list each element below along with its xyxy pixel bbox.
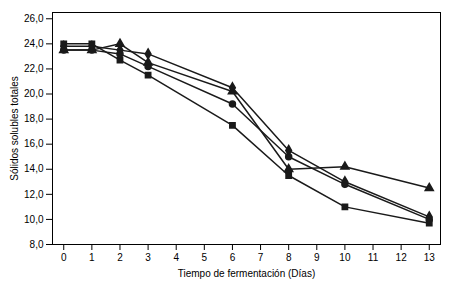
svg-text:10: 10 (339, 252, 351, 263)
svg-text:22,0: 22,0 (24, 63, 44, 74)
svg-text:5: 5 (202, 252, 208, 263)
svg-text:16,0: 16,0 (24, 138, 44, 149)
svg-text:6: 6 (230, 252, 236, 263)
svg-text:7: 7 (258, 252, 264, 263)
svg-text:0: 0 (61, 252, 67, 263)
svg-text:13: 13 (424, 252, 436, 263)
svg-text:26,0: 26,0 (24, 13, 44, 24)
svg-text:8,0: 8,0 (30, 239, 44, 250)
svg-text:1: 1 (89, 252, 95, 263)
svg-text:Tiempo de fermentación (Días): Tiempo de fermentación (Días) (178, 268, 315, 279)
svg-text:14,0: 14,0 (24, 163, 44, 174)
svg-text:11: 11 (368, 252, 379, 263)
svg-text:9: 9 (314, 252, 320, 263)
svg-text:18,0: 18,0 (24, 113, 44, 124)
svg-text:10,0: 10,0 (24, 214, 44, 225)
svg-text:12,0: 12,0 (24, 189, 44, 200)
svg-text:3: 3 (145, 252, 151, 263)
svg-text:20,0: 20,0 (24, 88, 44, 99)
svg-text:Sólidos solubles totales: Sólidos solubles totales (9, 76, 20, 181)
svg-text:12: 12 (396, 252, 408, 263)
svg-text:2: 2 (117, 252, 123, 263)
svg-text:24,0: 24,0 (24, 38, 44, 49)
svg-text:8: 8 (286, 252, 292, 263)
svg-text:4: 4 (173, 252, 179, 263)
